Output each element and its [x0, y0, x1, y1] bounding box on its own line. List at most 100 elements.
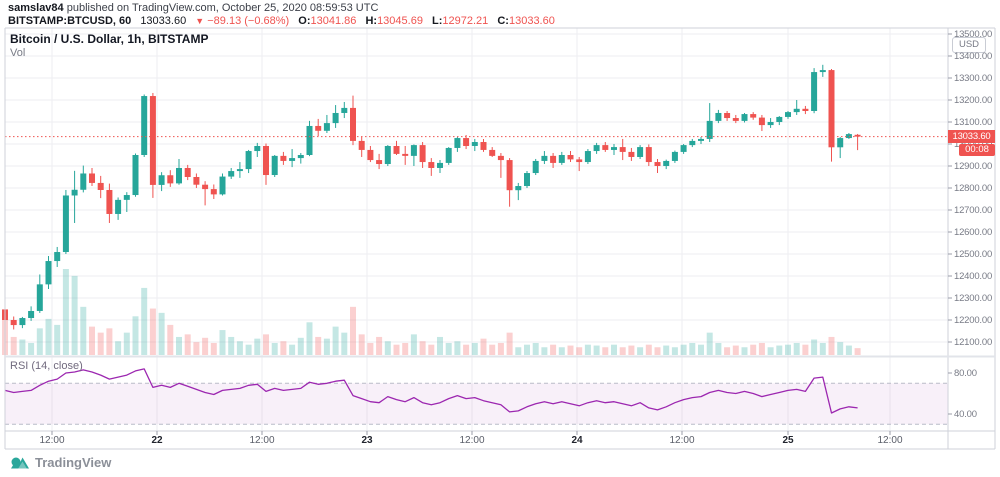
candle-body — [115, 199, 122, 214]
username: samslav84 — [8, 2, 64, 14]
open-value: 13041.86 — [310, 15, 357, 27]
candle-body — [89, 173, 95, 183]
low-label: L: — [432, 15, 443, 27]
price-tick-label: 12300.00 — [954, 293, 993, 304]
rsi-tick-label: 40.00 — [954, 409, 977, 420]
candle-body — [367, 149, 374, 161]
price-tick-label: 12200.00 — [954, 315, 993, 326]
price-tick-label: 13500.00 — [954, 29, 993, 40]
change-value: −89.13 (−0.68%) — [207, 15, 290, 27]
change-direction-icon: ▼ — [195, 16, 205, 26]
volume-bar — [741, 347, 748, 355]
candle-body — [750, 114, 757, 118]
candle-body — [106, 189, 113, 214]
volume-bar — [297, 337, 304, 355]
currency-toggle-button[interactable]: USD — [952, 37, 986, 53]
candle-body — [776, 116, 783, 122]
volume-bar — [376, 336, 383, 355]
volume-bar — [698, 344, 704, 355]
volume-bar — [419, 341, 426, 355]
candle-body — [263, 145, 269, 176]
candle-body — [358, 140, 365, 150]
candle-body — [845, 134, 852, 139]
volume-bar — [732, 345, 739, 355]
volume-bar — [802, 344, 809, 355]
volume-bar — [724, 347, 731, 355]
candle-body — [341, 107, 348, 113]
volume-bar — [558, 347, 565, 355]
volume-bar — [689, 342, 696, 355]
candle-body — [454, 138, 461, 148]
volume-bar — [236, 341, 243, 355]
candle-body — [724, 112, 731, 119]
rsi-indicator-label[interactable]: RSI (14, close) — [10, 360, 83, 372]
symbol-label: BITSTAMP:BTCUSD, 60 — [8, 15, 132, 27]
candle-body — [176, 167, 182, 184]
time-tick-label: 12:00 — [459, 435, 485, 446]
volume-bar — [532, 342, 539, 355]
volume-bar — [619, 347, 626, 355]
candle-body — [71, 189, 78, 196]
volume-bar — [254, 338, 261, 355]
candle-body — [184, 167, 191, 177]
candle-body — [141, 96, 148, 155]
time-tick-label: 23 — [361, 435, 373, 446]
candle-body — [802, 108, 809, 111]
volume-bar — [402, 342, 409, 355]
candle-body — [584, 151, 591, 163]
price-tick-label: 12800.00 — [954, 183, 993, 194]
rsi-line — [4, 368, 858, 414]
open-label: O: — [298, 15, 311, 27]
volume-bar — [19, 339, 26, 355]
high-label: H: — [365, 15, 378, 27]
volume-bar — [219, 330, 226, 355]
candle-body — [123, 195, 130, 200]
volume-bar — [410, 334, 417, 355]
volume-bar — [497, 342, 504, 355]
volume-bar — [358, 334, 365, 355]
candle-body — [28, 310, 35, 319]
volume-bar — [837, 342, 844, 355]
volume-bar — [210, 342, 217, 355]
candle-body — [393, 145, 400, 154]
candle-body — [419, 145, 426, 163]
volume-bar — [245, 344, 252, 355]
candle-body — [210, 189, 217, 195]
volume-bar — [341, 332, 348, 355]
tradingview-logo-text: TradingView — [35, 455, 112, 470]
snapshot-byline: samslav84 published on TradingView.com, … — [8, 2, 378, 14]
candle-body — [289, 158, 296, 161]
volume-bar — [332, 326, 339, 355]
candle-body — [306, 125, 313, 155]
candle-body — [567, 155, 574, 160]
time-tick-label: 12:00 — [877, 435, 903, 446]
candle-body — [158, 175, 165, 185]
volume-bar — [471, 342, 478, 355]
candle-body — [698, 138, 704, 141]
candle-body — [297, 155, 304, 159]
symbol-ohlc-row: BITSTAMP:BTCUSD, 60 13033.60 ▼ −89.13 (−… — [8, 15, 555, 27]
candle-body — [402, 153, 409, 156]
volume-bar — [54, 324, 61, 355]
low-value: 12972.21 — [442, 15, 489, 27]
time-tick-label: 25 — [782, 435, 794, 446]
byline-text: published on TradingView.com, October 25… — [63, 2, 379, 14]
volume-bar — [645, 344, 652, 355]
candle-body — [793, 108, 800, 113]
volume-bar — [62, 269, 69, 355]
candle-body — [480, 142, 487, 150]
volume-bar — [480, 338, 487, 355]
candle-body — [280, 155, 287, 161]
candle-body — [741, 114, 748, 121]
candle-body — [332, 112, 339, 124]
tradingview-logo[interactable]: TradingView — [10, 455, 111, 470]
volume-bar — [567, 345, 574, 355]
volume-bar — [445, 342, 452, 355]
candle-body — [471, 142, 478, 146]
volume-bar — [323, 338, 330, 355]
volume-bar — [384, 341, 391, 355]
volume-indicator-label[interactable]: Vol — [10, 47, 26, 59]
price-tick-label: 12600.00 — [954, 227, 993, 238]
